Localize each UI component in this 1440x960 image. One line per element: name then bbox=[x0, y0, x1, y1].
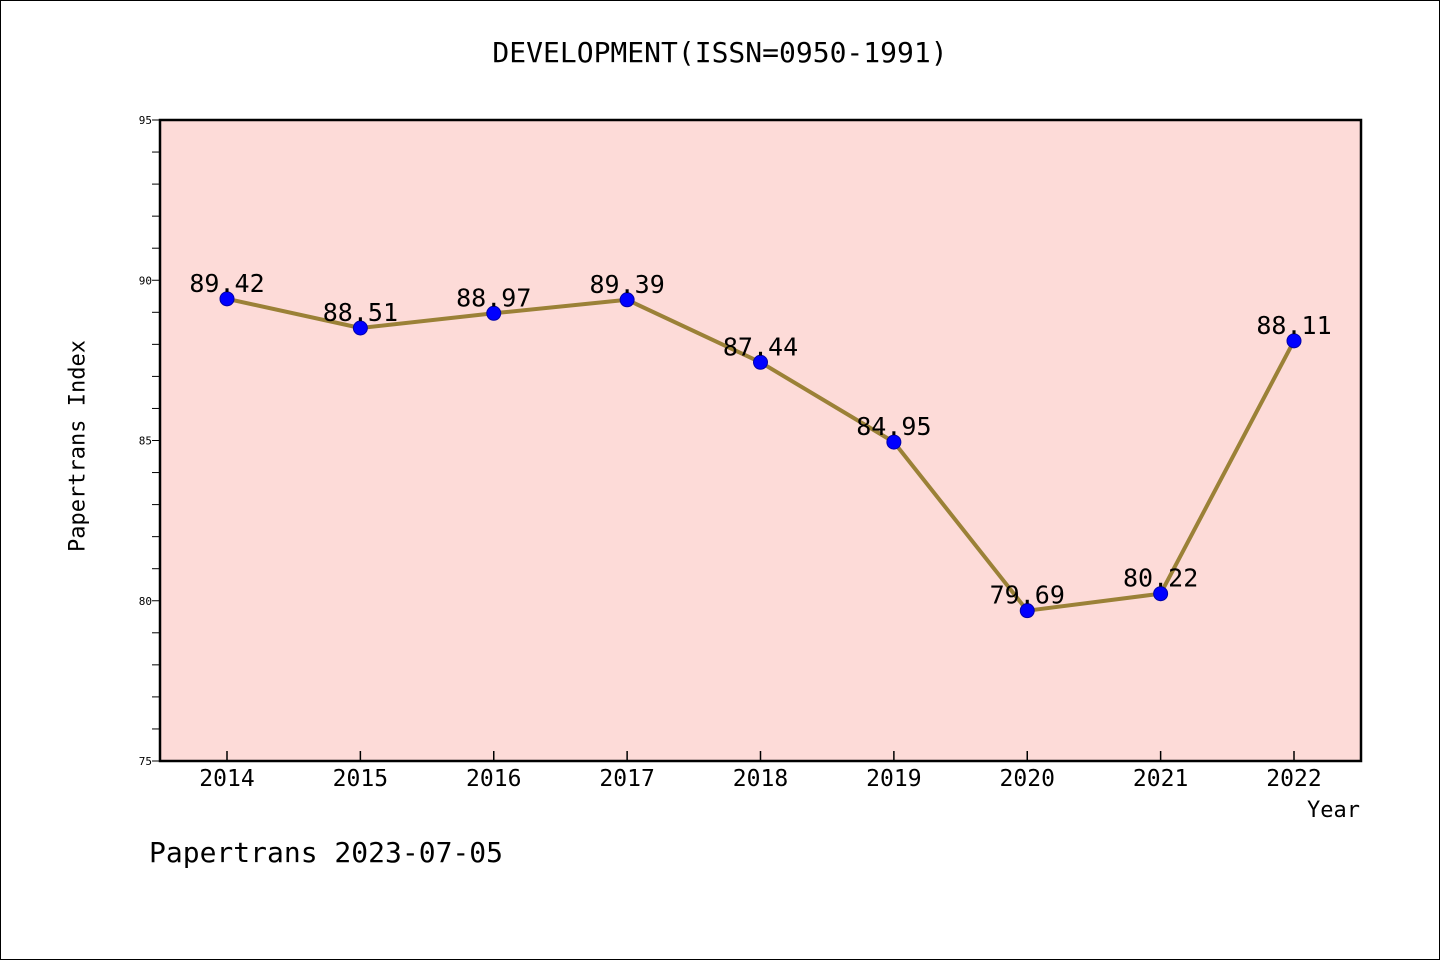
x-tick-label: 2019 bbox=[866, 766, 921, 792]
data-label: 89.42 bbox=[189, 269, 264, 298]
data-point bbox=[1153, 586, 1169, 602]
data-point bbox=[1019, 603, 1035, 619]
data-point bbox=[486, 305, 502, 321]
data-label: 88.97 bbox=[456, 283, 531, 312]
data-point bbox=[1286, 333, 1302, 349]
x-tick-label: 2015 bbox=[333, 766, 388, 792]
data-point bbox=[219, 291, 235, 307]
data-point bbox=[352, 320, 368, 336]
y-tick-label: 75 bbox=[139, 755, 152, 768]
x-tick-label: 2018 bbox=[733, 766, 788, 792]
plot-area bbox=[160, 120, 1361, 761]
data-label: 88.11 bbox=[1256, 311, 1331, 340]
data-label: 89.39 bbox=[589, 270, 664, 299]
data-label: 88.51 bbox=[323, 298, 398, 327]
data-label: 87.44 bbox=[723, 332, 798, 361]
plot-border bbox=[158, 118, 1363, 763]
data-point bbox=[886, 434, 902, 450]
y-tick-label: 85 bbox=[139, 435, 152, 448]
data-point bbox=[619, 292, 635, 308]
x-tick-label: 2022 bbox=[1266, 766, 1321, 792]
y-tick-label: 95 bbox=[139, 114, 152, 127]
x-tick-label: 2021 bbox=[1133, 766, 1188, 792]
x-tick-label: 2016 bbox=[466, 766, 521, 792]
footer-note: Papertrans 2023-07-05 bbox=[149, 836, 504, 869]
x-tick-label: 2017 bbox=[599, 766, 654, 792]
y-tick-label: 90 bbox=[139, 274, 152, 287]
x-axis-label: Year bbox=[1307, 798, 1360, 823]
y-tick-label: 80 bbox=[139, 595, 152, 608]
data-label: 84.95 bbox=[856, 412, 931, 441]
data-label: 80.22 bbox=[1123, 564, 1198, 593]
x-tick-label: 2020 bbox=[1000, 766, 1055, 792]
x-tick-label: 2014 bbox=[199, 766, 254, 792]
chart-title: DEVELOPMENT(ISSN=0950-1991) bbox=[492, 36, 948, 69]
data-point bbox=[753, 354, 768, 370]
data-label: 79.69 bbox=[990, 581, 1065, 610]
